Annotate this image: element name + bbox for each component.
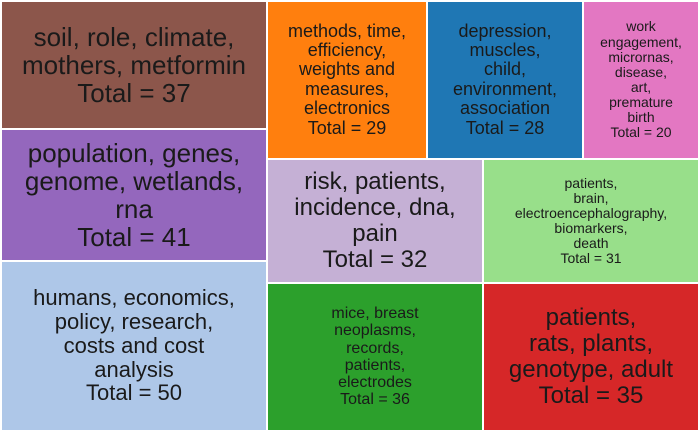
treemap-tile: patients, rats, plants, genotype, adult T… xyxy=(482,282,700,432)
tile-label: depression, muscles, child, environment,… xyxy=(452,20,558,119)
tile-total: Total = 28 xyxy=(465,117,545,138)
tile-total: Total = 36 xyxy=(340,391,410,409)
tile-label: humans, economics, policy, research, cos… xyxy=(33,285,235,382)
treemap-tile: soil, role, climate, mothers, metformin T… xyxy=(0,0,268,130)
tile-total: Total = 20 xyxy=(610,124,672,141)
tile-label: risk, patients, incidence, dna, pain xyxy=(294,167,456,247)
tile-label: mice, breast neoplasms, records, patient… xyxy=(331,305,419,392)
treemap-tile: depression, muscles, child, environment,… xyxy=(426,0,584,160)
treemap-tile: risk, patients, incidence, dna, pain Tota… xyxy=(266,158,484,284)
treemap-tile: patients, brain, electroencephalography,… xyxy=(482,158,700,284)
tile-total: Total = 31 xyxy=(560,250,622,267)
treemap-tile: work engagement, micrornas, disease, art… xyxy=(582,0,700,160)
tile-label: methods, time, efficiency, weights and m… xyxy=(287,20,407,119)
tile-total: Total = 41 xyxy=(77,221,191,252)
tile-label: work engagement, micrornas, disease, art… xyxy=(600,18,682,126)
tile-label: patients, brain, electroencephalography,… xyxy=(514,174,668,251)
tile-total: Total = 35 xyxy=(538,381,644,409)
treemap-tile: humans, economics, policy, research, cos… xyxy=(0,260,268,432)
tile-total: Total = 37 xyxy=(77,77,191,108)
treemap-tile: methods, time, efficiency, weights and m… xyxy=(266,0,428,160)
treemap-tile: mice, breast neoplasms, records, patient… xyxy=(266,282,484,432)
tile-label: patients, rats, plants, genotype, adult xyxy=(508,303,674,383)
tile-total: Total = 29 xyxy=(307,117,387,138)
tile-total: Total = 32 xyxy=(322,245,428,273)
tile-label: population, genes, genome, wetlands, rna xyxy=(24,137,244,224)
tile-label: soil, role, climate, mothers, metformin xyxy=(22,21,246,80)
tile-total: Total = 50 xyxy=(85,380,182,406)
treemap-tile: population, genes, genome, wetlands, rna… xyxy=(0,128,268,262)
